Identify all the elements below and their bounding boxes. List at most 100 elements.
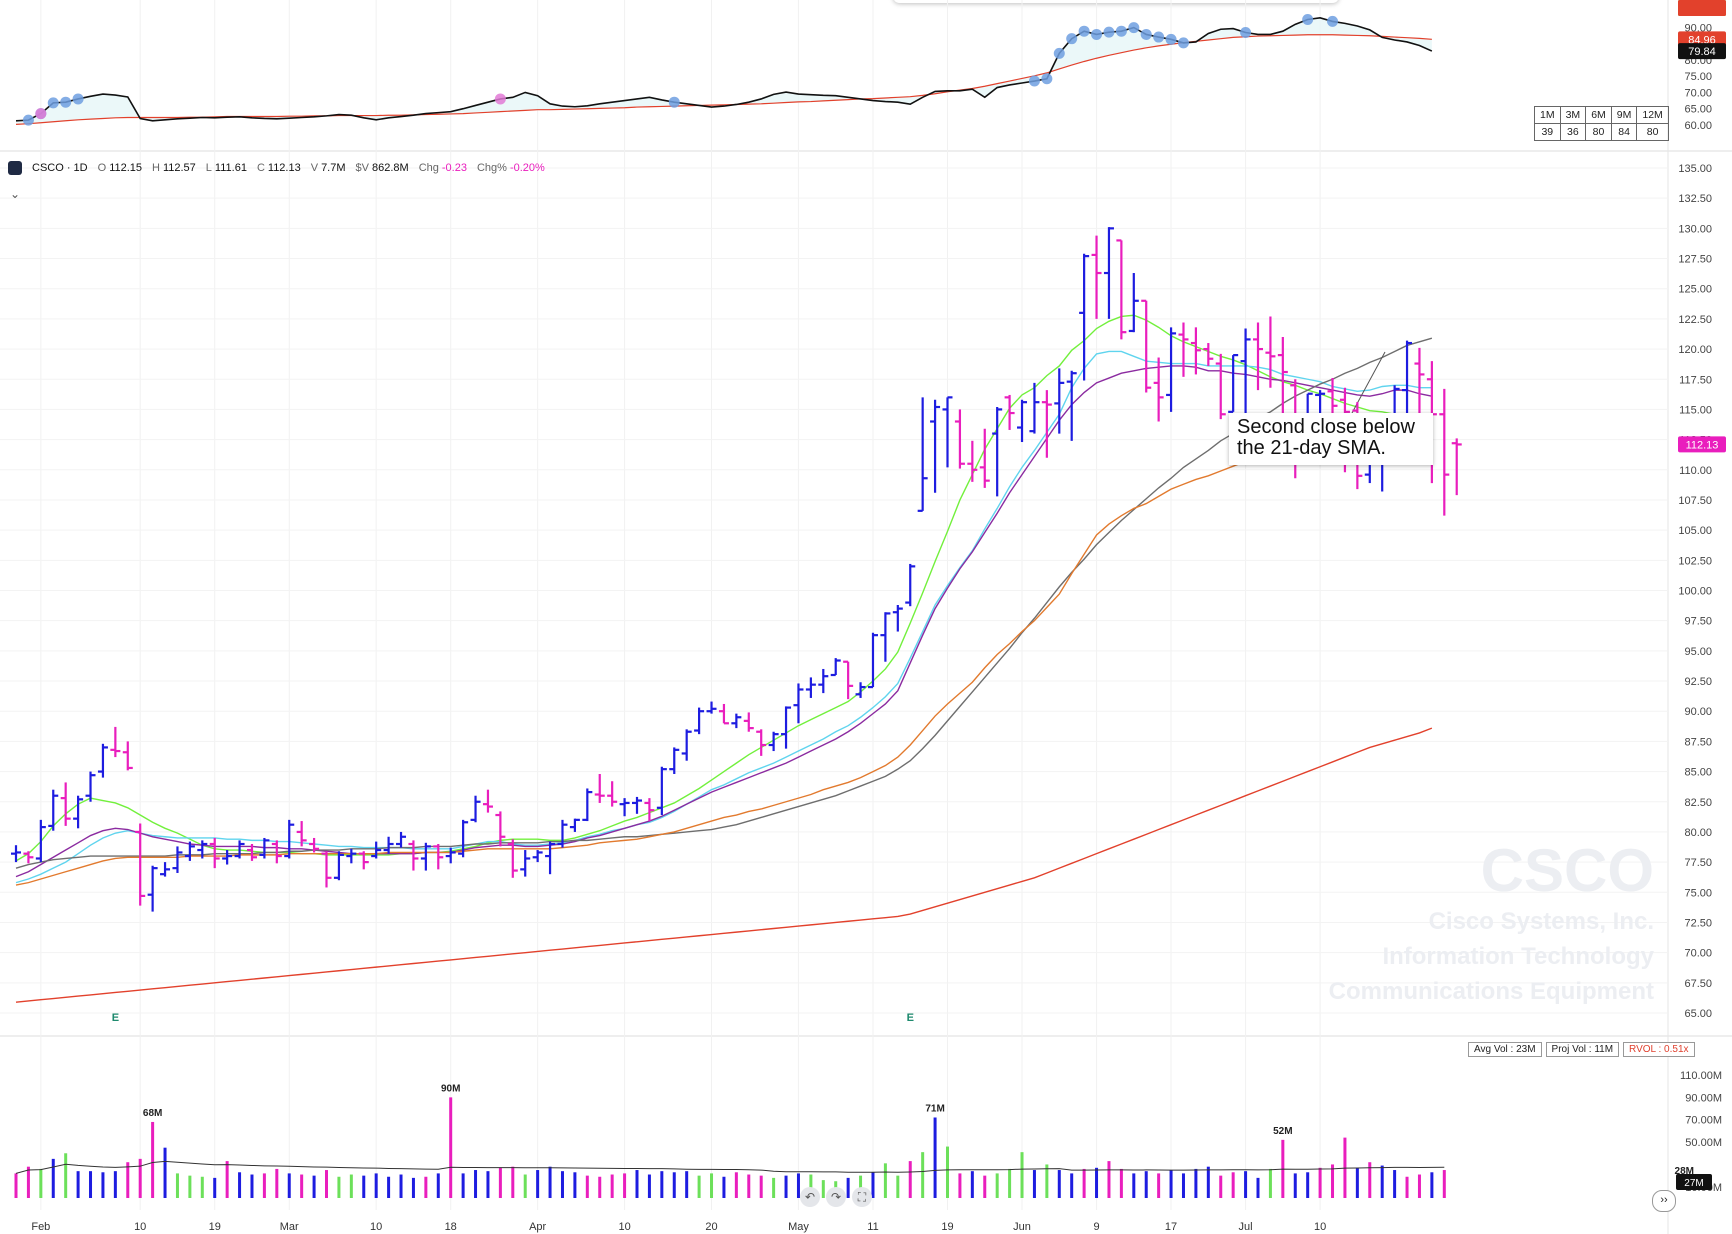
rs-tick-label: 65.00 xyxy=(1684,104,1712,116)
volume-current-label: 27M xyxy=(1684,1178,1703,1189)
ma-line-ema-21 xyxy=(15,350,1432,884)
symbol-timeframe[interactable]: CSCO · 1D xyxy=(32,162,88,174)
rs-new-high-marker xyxy=(1091,28,1103,40)
ohlc-bar xyxy=(172,846,183,873)
ohlc-bar xyxy=(1066,370,1077,441)
volume-bar xyxy=(449,1097,453,1198)
ohlc-bar xyxy=(843,660,854,700)
rvol-badge: RVOL : 0.51x xyxy=(1623,1042,1695,1057)
price-tick-label: 70.00 xyxy=(1684,948,1712,960)
rs-table-value-row: 39 36 80 84 80 xyxy=(1534,123,1669,141)
ohlc-bar xyxy=(619,798,630,817)
volume-bar xyxy=(1380,1165,1384,1198)
volume-bar xyxy=(859,1175,863,1198)
price-tick-label: 100.00 xyxy=(1678,586,1712,598)
price-tick-label: 105.00 xyxy=(1678,525,1712,537)
ohlc-bar xyxy=(48,789,59,831)
ohlc-bar xyxy=(35,819,46,863)
rs-value-6m: 80 xyxy=(1585,123,1612,141)
volume-bar xyxy=(1318,1167,1322,1198)
ohlc-bar xyxy=(830,658,841,677)
ohlc-bar xyxy=(1153,357,1164,422)
ohlc-bar xyxy=(607,781,618,807)
volume-bar xyxy=(89,1171,93,1198)
scroll-to-latest-button[interactable]: ›› xyxy=(1652,1190,1676,1212)
ohlc-bar xyxy=(867,632,878,689)
volume-bar xyxy=(1256,1177,1260,1198)
undo-icon[interactable]: ↶ xyxy=(800,1187,820,1207)
volume-bar xyxy=(399,1174,403,1198)
ohlc-bar xyxy=(768,731,779,752)
volume-peak-label: 90M xyxy=(441,1083,460,1094)
ohlc-bar xyxy=(11,845,21,863)
ohlc-bar xyxy=(470,795,481,823)
price-tick-label: 90.00 xyxy=(1684,706,1712,718)
ohlc-bar xyxy=(781,706,792,749)
volume-bar xyxy=(1119,1168,1123,1198)
volume-peak-label: 68M xyxy=(143,1108,162,1119)
volume-bar xyxy=(585,1175,589,1198)
ohlc-bar xyxy=(507,839,518,878)
rs-new-high-marker xyxy=(22,114,34,126)
volume-bar xyxy=(1169,1170,1173,1198)
ohlc-bar xyxy=(905,563,916,607)
volume-bar xyxy=(1293,1173,1297,1198)
ma-line-sma-200 xyxy=(15,727,1433,1003)
volume-bar xyxy=(598,1176,602,1198)
volume-bar xyxy=(921,1152,925,1198)
volume-average-line xyxy=(15,1160,1445,1174)
fullscreen-icon[interactable]: ⛶ xyxy=(852,1187,872,1207)
ohlc-bar xyxy=(321,851,332,888)
x-tick-label: 11 xyxy=(867,1221,878,1233)
volume-bar xyxy=(970,1171,974,1198)
rs-value-12m: 80 xyxy=(1636,123,1669,141)
ohlc-bar xyxy=(371,841,382,859)
chart-annotation-note[interactable]: Second close below the 21-day SMA. xyxy=(1229,413,1433,465)
rs-tick-label: 70.00 xyxy=(1684,87,1712,99)
ohlc-bar xyxy=(383,836,394,854)
ohlc-bar xyxy=(396,831,407,848)
ohlc-bar xyxy=(992,407,1003,497)
volume-bar xyxy=(51,1158,55,1198)
rs-value-3m: 36 xyxy=(1559,123,1587,141)
volume-bar xyxy=(1331,1164,1335,1198)
volume-bar xyxy=(362,1175,366,1198)
price-tick-label: 82.50 xyxy=(1684,797,1712,809)
ohlc-bar xyxy=(942,396,953,468)
redo-icon[interactable]: ↷ xyxy=(826,1187,846,1207)
x-tick-label: 10 xyxy=(134,1221,146,1233)
rs-tick-label: 75.00 xyxy=(1684,71,1712,83)
volume-peak-label: 52M xyxy=(1273,1126,1292,1137)
ma-line-sma-10 xyxy=(15,314,1433,862)
volume-bar xyxy=(411,1177,415,1198)
ohlc-bar xyxy=(333,851,344,881)
volume-bar xyxy=(933,1117,937,1198)
ohlc-bar xyxy=(1054,368,1065,434)
x-tick-label: Mar xyxy=(280,1221,299,1233)
ma-line-ema-50 xyxy=(15,424,1432,886)
volume-bar xyxy=(536,1170,540,1198)
volume-bar xyxy=(200,1176,204,1198)
price-label: 112.13 xyxy=(1686,439,1719,451)
ohlc-bar xyxy=(930,399,941,493)
x-tick-label: Jun xyxy=(1013,1221,1031,1233)
ohlc-bar xyxy=(73,795,84,829)
ohlc-bar xyxy=(1190,327,1201,375)
dollar-volume-value: 862.8M xyxy=(372,162,409,174)
earnings-marker: E xyxy=(112,1012,119,1024)
ohlc-bar xyxy=(358,851,369,870)
volume-tick-label: 50.00M xyxy=(1685,1137,1722,1149)
change-label: Chg xyxy=(418,162,439,174)
volume-bar xyxy=(76,1171,80,1198)
close-value: 112.13 xyxy=(267,162,301,174)
rs-new-high-marker xyxy=(1053,47,1065,59)
rs-new-high-marker xyxy=(1302,13,1314,25)
volume-bar xyxy=(548,1166,552,1198)
rs-price-label-bg xyxy=(1678,43,1726,60)
ohlc-bar xyxy=(979,428,990,488)
collapse-legend-chevron-icon[interactable]: ⌄ xyxy=(9,187,21,201)
volume-bar xyxy=(784,1175,788,1198)
volume-bar xyxy=(14,1173,18,1198)
